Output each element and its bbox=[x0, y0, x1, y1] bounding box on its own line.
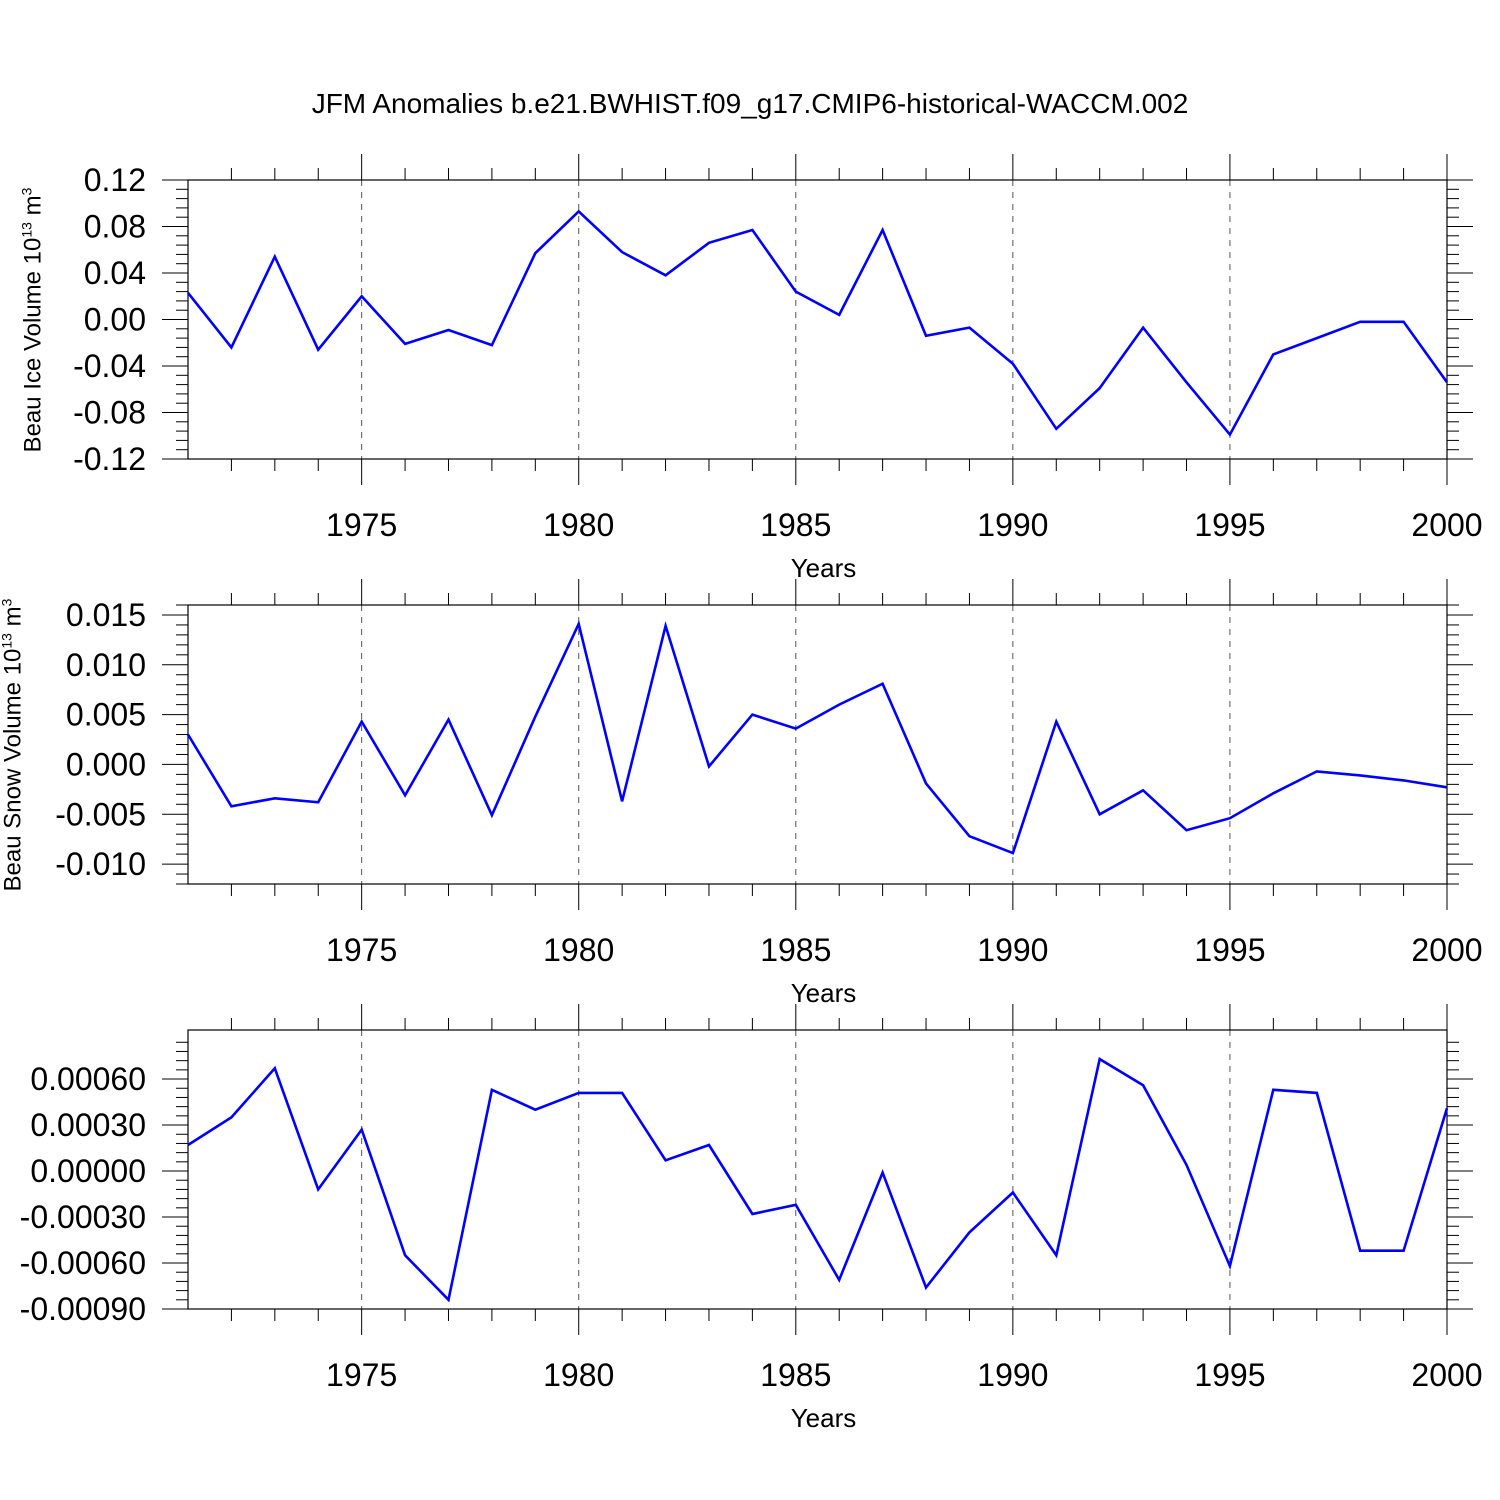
y-axis-title: Beau Ice Volume 1013 m3 bbox=[18, 187, 47, 452]
x-tick-label: 1975 bbox=[326, 1357, 397, 1393]
y-tick-label: 0.00060 bbox=[30, 1061, 146, 1097]
chart-title: JFM Anomalies b.e21.BWHIST.f09_g17.CMIP6… bbox=[311, 88, 1189, 119]
x-tick-label: 1990 bbox=[977, 507, 1048, 543]
x-tick-label: 1990 bbox=[977, 932, 1048, 968]
y-tick-label: 0.12 bbox=[84, 162, 146, 198]
x-tick-label: 1980 bbox=[543, 1357, 614, 1393]
y-tick-label: 0.005 bbox=[66, 697, 146, 733]
y-tick-label: 0.00030 bbox=[30, 1107, 146, 1143]
y-tick-label: 0.00000 bbox=[30, 1153, 146, 1189]
x-tick-label: 1985 bbox=[760, 932, 831, 968]
series-line bbox=[186, 209, 1449, 437]
series-line bbox=[187, 1057, 1449, 1303]
y-tick-label: 0.000 bbox=[66, 746, 146, 782]
series-line bbox=[186, 620, 1448, 855]
x-tick-label: 1980 bbox=[543, 507, 614, 543]
x-axis-title: Years bbox=[791, 978, 857, 1008]
y-tick-label: 0.08 bbox=[84, 209, 146, 245]
y-tick-label: 0.015 bbox=[66, 597, 146, 633]
x-tick-label: 1975 bbox=[326, 932, 397, 968]
x-tick-label: 1985 bbox=[760, 1357, 831, 1393]
x-tick-label: 1975 bbox=[326, 507, 397, 543]
y-axis-title: Beau Snow Volume 1013 m3 bbox=[0, 598, 27, 891]
x-axis-title: Years bbox=[791, 1403, 857, 1433]
x-tick-label: 1990 bbox=[977, 1357, 1048, 1393]
y-tick-label: -0.00030 bbox=[20, 1199, 146, 1235]
x-tick-label: 1980 bbox=[543, 932, 614, 968]
y-tick-label: 0.010 bbox=[66, 647, 146, 683]
x-tick-label: 2000 bbox=[1411, 507, 1482, 543]
x-tick-label: 1995 bbox=[1194, 507, 1265, 543]
plot-frame bbox=[187, 1029, 1448, 1310]
x-tick-label: 1985 bbox=[760, 507, 831, 543]
y-tick-label: -0.00090 bbox=[20, 1291, 146, 1327]
x-tick-label: 2000 bbox=[1411, 932, 1482, 968]
x-tick-label: 1995 bbox=[1194, 1357, 1265, 1393]
panel-3: 1975 1980 1985 1990 1995 2000 Years -0.00090 -0.… bbox=[20, 1004, 1483, 1433]
plot-frame bbox=[187, 604, 1448, 885]
y-tick-label: -0.08 bbox=[73, 395, 146, 431]
y-tick-label: -0.005 bbox=[55, 796, 146, 832]
y-tick-label: -0.010 bbox=[55, 846, 146, 882]
panel-1: 1975 1980 1985 1990 1995 2000 Years -0.12 -0.08 -… bbox=[73, 154, 1483, 583]
y-tick-label: -0.12 bbox=[73, 441, 146, 477]
y-tick-label: -0.00060 bbox=[20, 1245, 146, 1281]
plot-frame bbox=[187, 179, 1448, 460]
x-tick-label: 1995 bbox=[1194, 932, 1265, 968]
panel-2: 1975 1980 1985 1990 1995 2000 Years -0.010 -0.00… bbox=[55, 579, 1483, 1008]
y-tick-label: -0.04 bbox=[73, 348, 146, 384]
x-axis-title: Years bbox=[791, 553, 857, 583]
y-tick-label: 0.00 bbox=[84, 302, 146, 338]
y-tick-label: 0.04 bbox=[84, 255, 146, 291]
x-tick-label: 2000 bbox=[1411, 1357, 1482, 1393]
